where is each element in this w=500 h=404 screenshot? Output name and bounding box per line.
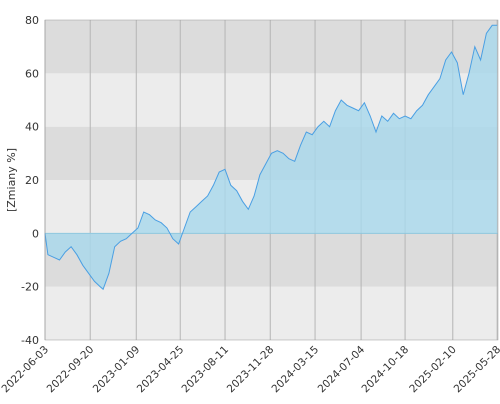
y-tick-label: 40 <box>25 121 39 134</box>
grid-band <box>45 286 498 340</box>
line <box>44 24 498 291</box>
area <box>45 25 498 290</box>
y-axis-label: [Zmiany %] <box>5 148 18 212</box>
y-tick-label: -20 <box>21 281 39 294</box>
y-tick-label: 80 <box>25 14 39 27</box>
grid-band <box>45 20 498 74</box>
x-tick-label: 2024-03-15 <box>270 344 322 396</box>
plot-frame <box>44 19 499 341</box>
x-tick-label: 2024-10-18 <box>360 344 412 396</box>
grid-band <box>45 233 498 287</box>
x-tick-label: 2022-09-20 <box>45 344 97 396</box>
x-tick-label: 2023-04-25 <box>135 344 187 396</box>
x-tick-label: 2022-06-03 <box>0 344 51 396</box>
y-tick-label: 0 <box>32 227 39 240</box>
x-tick-label: 2025-05-28 <box>452 344 500 396</box>
x-tick-label: 2023-11-28 <box>225 344 277 396</box>
y-tick-label: 20 <box>25 174 39 187</box>
x-tick-label: 2023-08-11 <box>180 344 232 396</box>
y-tick-label: -40 <box>21 334 39 347</box>
y-tick-label: 60 <box>25 67 39 80</box>
